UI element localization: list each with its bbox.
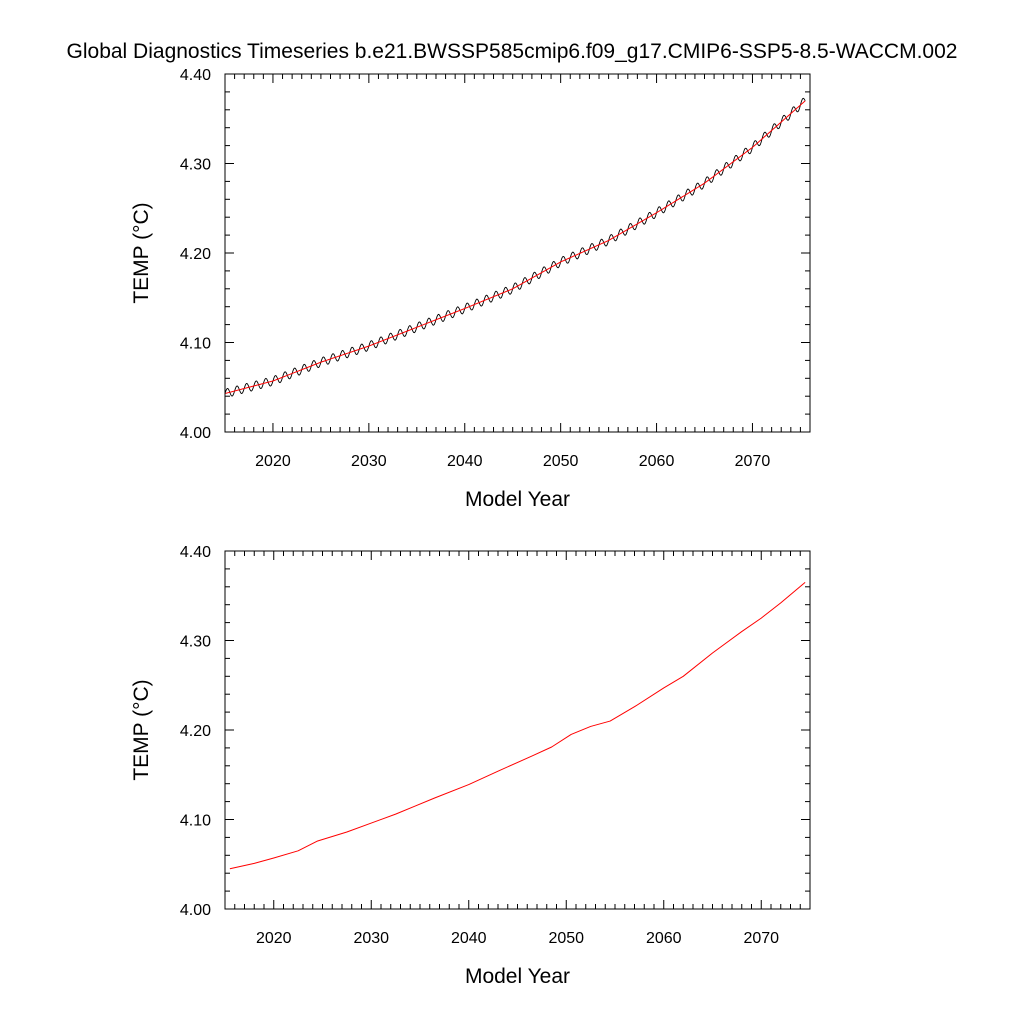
bottom-panel: 2020 2030 2040 2050 2060 2070 4.00 4.10 4.20 4.30… [130, 544, 811, 988]
y-tick-label: 4.10 [180, 813, 211, 830]
y-tick-label: 4.40 [180, 544, 211, 561]
x-tick-label: 2050 [543, 453, 579, 470]
series-line-0 [229, 581, 806, 870]
x-tick-label: 2070 [743, 930, 779, 947]
series-line-1 [225, 100, 806, 394]
x-tick-label: 2040 [447, 453, 483, 470]
top-panel: 2020 2030 2040 2050 2060 2070 4.00 4.10 4.20 4.30… [130, 67, 811, 511]
x-tick-label: 2020 [256, 930, 292, 947]
series-group [225, 97, 806, 397]
x-tick-label: 2030 [353, 930, 389, 947]
y-tick-label: 4.20 [180, 246, 211, 263]
y-tick-label: 4.30 [180, 634, 211, 651]
x-tick-label: 2020 [255, 453, 291, 470]
x-tick-label: 2040 [451, 930, 487, 947]
y-tick-label: 4.20 [180, 723, 211, 740]
y-axis-label: TEMP (°C) [130, 679, 153, 780]
y-tick-label: 4.10 [180, 336, 211, 353]
x-tick-label: 2060 [646, 930, 682, 947]
x-tick-label: 2050 [548, 930, 584, 947]
series-group [229, 581, 806, 870]
y-axis-label: TEMP (°C) [130, 202, 153, 303]
x-tick-label: 2070 [735, 453, 771, 470]
plot-frame [224, 73, 811, 433]
x-tick-label: 2030 [351, 453, 387, 470]
x-axis-label: Model Year [465, 488, 570, 511]
plot-frame [224, 550, 811, 910]
y-tick-label: 4.00 [180, 425, 211, 442]
chart-title: Global Diagnostics Timeseries b.e21.BWSS… [67, 40, 958, 63]
x-tick-label: 2060 [639, 453, 675, 470]
y-tick-label: 4.30 [180, 157, 211, 174]
series-line-0 [225, 97, 806, 397]
y-tick-label: 4.00 [180, 902, 211, 919]
y-tick-label: 4.40 [180, 67, 211, 84]
x-axis-label: Model Year [465, 965, 570, 988]
